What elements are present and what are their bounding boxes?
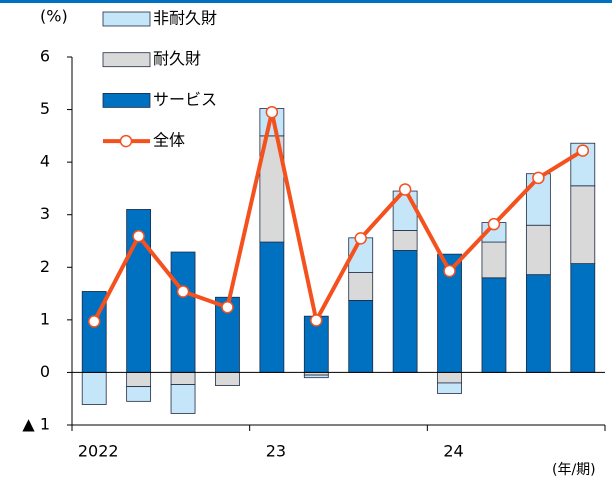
y-tick-label: 0 xyxy=(40,362,50,381)
legend-label: 全体 xyxy=(153,131,185,150)
x-unit: (年/期) xyxy=(552,462,596,478)
bar xyxy=(525,224,551,276)
bar xyxy=(348,272,374,301)
bar xyxy=(525,274,551,373)
line-point xyxy=(310,314,323,327)
y-tick-label: 3 xyxy=(40,204,50,223)
legend-swatch xyxy=(102,93,151,108)
line-point xyxy=(443,264,456,278)
bar xyxy=(570,263,596,373)
bar xyxy=(215,372,240,386)
line-point xyxy=(354,232,367,245)
legend-label: サービス xyxy=(153,90,217,109)
line-point xyxy=(532,171,545,185)
bar xyxy=(259,241,285,373)
bar xyxy=(481,241,507,279)
bar xyxy=(481,277,507,373)
line-point xyxy=(221,300,234,314)
bar xyxy=(437,372,462,384)
x-tick-label: 23 xyxy=(266,442,286,461)
bar xyxy=(392,250,418,373)
y-tick-label: 6 xyxy=(40,47,50,66)
legend-marker xyxy=(119,134,133,148)
bar xyxy=(81,372,107,405)
bar xyxy=(348,300,374,373)
y-tick-label: 4 xyxy=(40,152,50,171)
line xyxy=(92,110,584,323)
line-point xyxy=(265,105,279,119)
bar xyxy=(437,382,462,394)
bar xyxy=(303,374,329,379)
legend-label: 非耐久財 xyxy=(153,9,217,28)
legend-swatch xyxy=(102,11,151,27)
x-tick-label: 2022 xyxy=(78,442,119,461)
bar xyxy=(392,230,418,251)
line-point xyxy=(487,217,501,231)
top-rule xyxy=(0,0,612,3)
y-tick-label: 2 xyxy=(40,257,50,276)
legend-swatch xyxy=(102,52,151,68)
bar xyxy=(126,386,152,402)
y-tick-label: 1 xyxy=(40,309,50,328)
legend-label: 耐久財 xyxy=(153,49,201,68)
y-tick-label: 5 xyxy=(40,99,50,118)
y-unit: (%) xyxy=(40,7,68,26)
bar xyxy=(170,384,196,414)
line-point xyxy=(87,315,101,328)
line-point xyxy=(132,230,145,243)
bar xyxy=(126,372,152,388)
bar xyxy=(570,185,596,265)
line-point xyxy=(398,183,412,196)
bar xyxy=(170,251,196,373)
y-tick-label: ▲ 1 xyxy=(22,415,50,434)
x-tick-label: 24 xyxy=(443,442,463,461)
line-point xyxy=(176,285,190,298)
line-point xyxy=(576,144,590,157)
bar xyxy=(170,372,196,385)
